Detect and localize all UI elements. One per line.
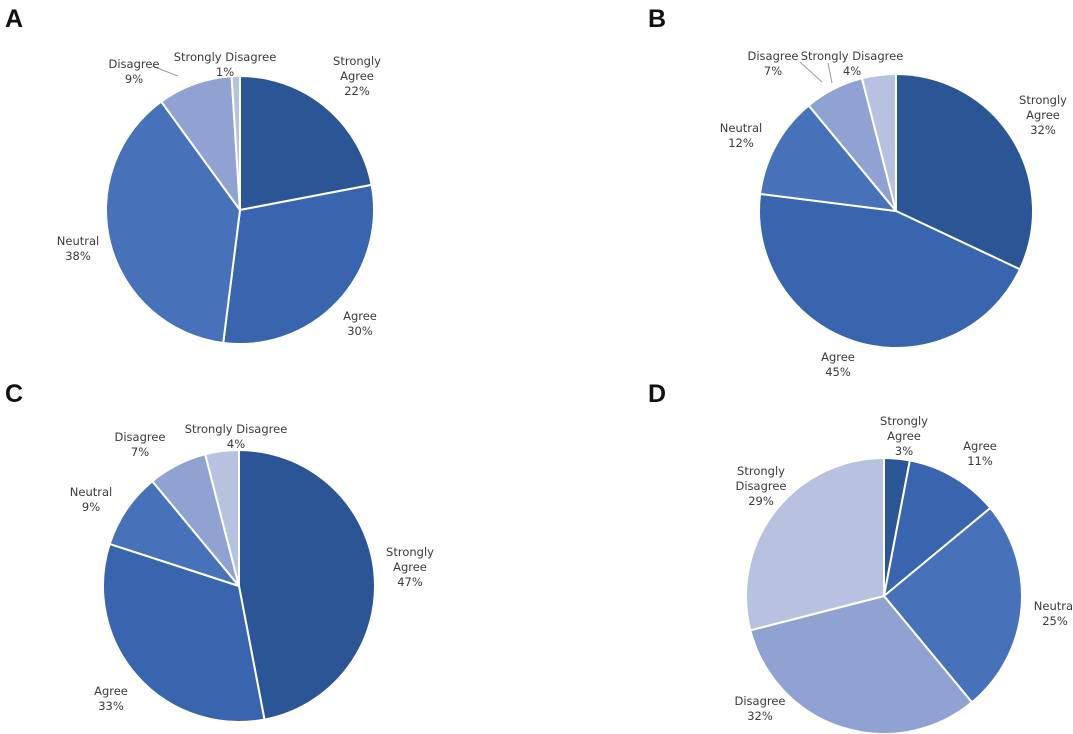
slice-label-strongly-agree: Strongly Agree 3% (880, 414, 928, 458)
slice-label-disagree: Disagree 7% (114, 430, 165, 459)
slice-label-neutral: Neutral 25% (1034, 599, 1073, 628)
pie-slice-strongly-disagree (745, 457, 885, 632)
panel-letter: A (5, 5, 23, 33)
panel-letter: D (648, 380, 666, 408)
pie-panel-b: B Strongly Agree 32% Agree 45% Neutral 12% Disag… (648, 5, 1067, 379)
slice-label-strongly-agree: Strongly Agree 22% (333, 54, 381, 98)
pie-panel-c: C Strongly Agree 47% Agree 33% Neutral 9%Disagr… (5, 380, 434, 723)
slice-label-strongly-agree: Strongly Agree 47% (386, 545, 434, 589)
slice-label-agree: Agree 30% (343, 309, 377, 338)
slice-label-strongly-disagree: Strongly Disagree 29% (735, 464, 786, 508)
pie-slice-strongly-agree (239, 75, 373, 211)
slice-label-strongly-disagree: Strongly Disagree 4% (185, 422, 288, 451)
pie-slice-neutral (883, 507, 1023, 704)
pie-slice-agree (222, 183, 375, 345)
slice-label-disagree: Disagree 7% (747, 49, 798, 78)
slice-label-agree: Agree 33% (94, 684, 128, 713)
panel-letter: B (648, 5, 666, 33)
leader-line (799, 61, 823, 83)
pie-panel-a: A Strongly Agree 22% Agree 30% Neutral 38% Disag… (5, 5, 381, 345)
slice-label-neutral: Neutral 12% (720, 121, 762, 150)
slice-label-agree: Agree 45% (821, 350, 855, 379)
slice-label-agree: Agree 11% (963, 439, 997, 468)
leader-line (827, 62, 833, 84)
slice-label-disagree: Disagree 32% (734, 694, 785, 723)
slice-label-disagree: Disagree 9% (108, 57, 159, 86)
pie-slice-neutral (105, 100, 241, 344)
pie-slice-agree (883, 459, 992, 597)
slice-label-neutral: Neutral 9% (70, 485, 112, 514)
slice-label-neutral: Neutral 38% (57, 234, 99, 263)
slice-label-strongly-agree: Strongly Agree 32% (1019, 93, 1067, 137)
pie-slice-neutral (759, 104, 897, 212)
pie-slice-agree (758, 192, 1021, 349)
pie-slice-strongly-disagree (204, 449, 240, 587)
pie-panel-d: D Strongly Agree 3% Agree 11% Neutral 25% Disagr… (648, 380, 1073, 734)
leader-line (151, 65, 179, 77)
slice-label-strongly-disagree: Strongly Disagree 1% (174, 50, 277, 79)
pie-slice-disagree (749, 595, 973, 734)
pie-slice-strongly-disagree (230, 74, 241, 211)
pie-slice-strongly-disagree (860, 73, 897, 212)
pie-slice-strongly-agree (238, 449, 376, 721)
panel-letter: C (5, 380, 23, 408)
pie-slice-agree (102, 542, 266, 723)
pie-slice-strongly-agree (895, 73, 1034, 271)
slice-label-strongly-disagree: Strongly Disagree 4% (801, 49, 904, 78)
